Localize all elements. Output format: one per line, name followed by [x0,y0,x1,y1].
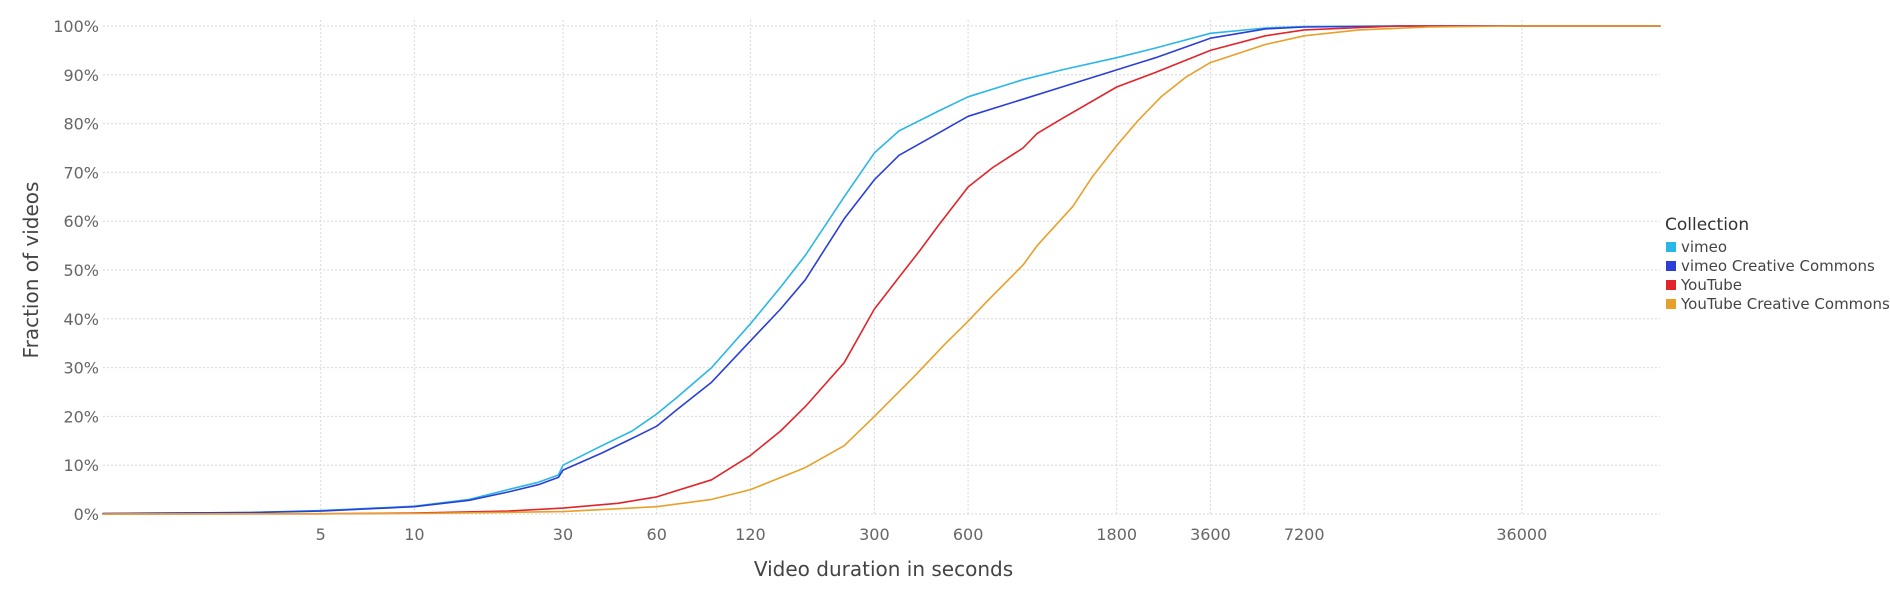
legend-label: vimeo Creative Commons [1681,257,1875,275]
legend-swatch [1666,242,1676,252]
y-tick-label: 100% [53,17,99,36]
legend-swatch [1666,261,1676,271]
grid [103,20,1660,515]
y-axis-ticks: 0% 10% 20% 30% 40% 50% 60% 70% 80% 90% 100% [53,17,99,524]
x-tick-label: 120 [735,525,766,544]
x-tick-label: 600 [953,525,984,544]
x-tick-label: 300 [859,525,890,544]
series-line-3 [102,25,1661,515]
y-axis-title: Fraction of videos [19,182,43,359]
y-tick-label: 40% [63,310,99,329]
x-axis-title: Video duration in seconds [754,557,1013,581]
series-lines [102,25,1661,515]
legend-title: Collection [1665,215,1749,235]
y-tick-label: 90% [63,66,99,85]
y-tick-label: 0% [74,505,99,524]
x-tick-label: 10 [404,525,424,544]
x-tick-label: 30 [553,525,573,544]
x-tick-label: 5 [316,525,326,544]
legend-swatch [1666,299,1676,309]
y-tick-label: 50% [63,261,99,280]
y-tick-label: 10% [63,456,99,475]
x-tick-label: 1800 [1096,525,1137,544]
x-tick-label: 3600 [1190,525,1231,544]
x-tick-label: 7200 [1284,525,1325,544]
y-tick-label: 80% [63,115,99,134]
x-axis-ticks: 5 10 30 60 120 300 600 1800 3600 7200 36000 [316,525,1548,544]
series-line-2 [102,25,1661,515]
y-tick-label: 20% [63,407,99,426]
y-tick-label: 30% [63,359,99,378]
legend-label: YouTube Creative Commons [1680,295,1890,313]
legend-swatch [1666,280,1676,290]
y-tick-label: 60% [63,212,99,231]
legend-label: YouTube [1680,276,1742,294]
y-tick-label: 70% [63,163,99,182]
x-tick-label: 60 [647,525,667,544]
series-line-1 [102,25,1661,515]
legend-label: vimeo [1681,238,1727,256]
x-tick-label: 36000 [1496,525,1547,544]
series-line-4 [102,25,1661,515]
